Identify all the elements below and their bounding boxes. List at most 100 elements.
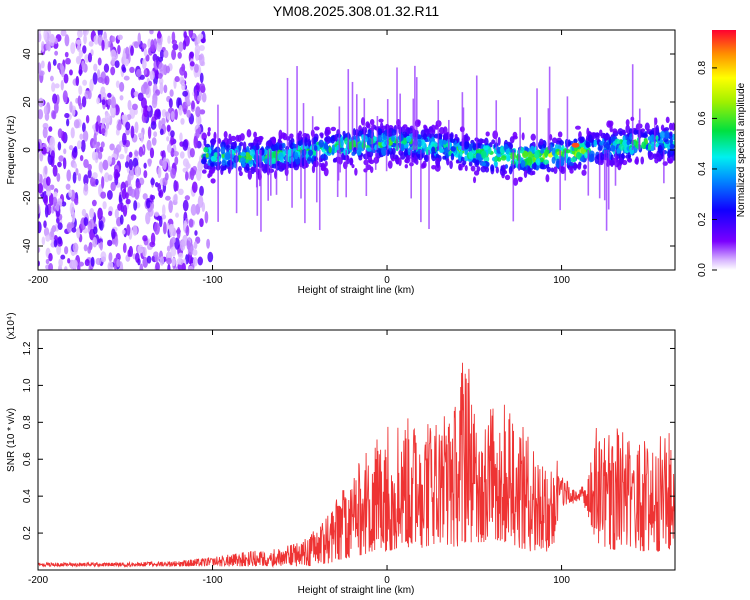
spectrogram-cell (591, 132, 598, 139)
spectrogram-cell (135, 181, 142, 189)
snr-y-multiplier: (x10⁴) (6, 312, 17, 339)
spectrogram-cell (90, 256, 95, 267)
spectrogram-cell (468, 151, 474, 160)
spectrogram-cell (199, 185, 204, 197)
spectrogram-cell (483, 145, 489, 151)
spectrogram-cell (75, 168, 79, 176)
spectrogram-cell (66, 223, 72, 229)
spectrogram-cell (431, 129, 436, 135)
spectrogram-cell (199, 53, 205, 67)
spectrogram-cell (189, 51, 195, 59)
spectrogram-cell (162, 157, 167, 171)
spectrogram-cell (68, 145, 74, 151)
spectrogram-cell (164, 172, 169, 181)
spectrogram-cell (534, 150, 540, 159)
spectrogram-cell (170, 135, 175, 146)
spectrogram-cell (480, 165, 487, 173)
spectrogram-cell (101, 99, 106, 106)
spectrogram-cell (392, 147, 396, 156)
spectrogram-cell (63, 73, 69, 84)
spectrogram-cell (111, 228, 116, 239)
spectrogram-cell (38, 62, 42, 74)
spectrogram-cell (313, 126, 320, 131)
spectrogram-cell (154, 254, 160, 263)
spectrogram-cell (204, 210, 209, 224)
spectrogram-cell (117, 203, 123, 211)
spectrogram-cell (504, 174, 511, 181)
spectrogram-cell (43, 220, 47, 228)
spectrogram-cell (83, 158, 89, 169)
spectrogram-cell (470, 165, 476, 172)
spectrogram-cell (278, 129, 283, 139)
spectrogram-cell (44, 165, 48, 175)
spectrogram-cell (318, 139, 325, 148)
spectrogram-cell (441, 140, 447, 145)
spectrogram-cell (176, 258, 182, 265)
spectrogram-cell (149, 147, 155, 159)
spectrogram-cell (78, 261, 85, 267)
spectrogram-cell (669, 143, 675, 149)
spectrogram-cell (70, 127, 75, 139)
spectrogram-cell (507, 154, 511, 162)
spectrogram-cell (45, 176, 51, 186)
spectrogram-x-tick-label: 100 (553, 275, 570, 286)
spectrogram-cell (173, 150, 179, 157)
spectrogram-cell (657, 144, 663, 154)
spectrogram-cell (108, 210, 113, 217)
spectrogram-cell (107, 92, 112, 98)
spectrogram-cell (174, 75, 180, 83)
spectrogram-cell (170, 130, 175, 138)
spectrogram-cell (100, 256, 107, 263)
spectrogram-cell (58, 258, 63, 268)
spectrogram-cell (156, 32, 162, 39)
spectrogram-cell (142, 246, 147, 258)
spectrogram-cell (70, 42, 76, 54)
spectrogram-cell (93, 63, 98, 72)
spectrogram-cell (96, 97, 100, 105)
spectrogram-cell (195, 168, 202, 181)
spectrogram-cell (378, 118, 384, 123)
spectrogram-cell (221, 159, 227, 166)
spectrogram-cell (78, 63, 83, 77)
spectrogram-cell (129, 167, 135, 181)
spectrogram-cell (348, 141, 353, 150)
spectrogram-cell (550, 167, 554, 173)
spectrogram-cell (174, 108, 178, 121)
spectrogram-cell (186, 163, 191, 169)
spectrogram-cell (64, 266, 68, 270)
spectrogram-cell (490, 164, 495, 172)
spectrogram-cell (193, 241, 198, 250)
spectrogram-cell (78, 50, 83, 58)
spectrogram-cell (153, 131, 158, 138)
spectrogram-cell (89, 218, 95, 230)
snr-y-tick-label: 0.8 (22, 415, 33, 429)
spectrogram-cell (121, 188, 127, 200)
spectrogram-cell (166, 251, 172, 258)
spectrogram-cell (182, 139, 189, 151)
spectrogram-cell (157, 73, 163, 79)
spectrogram-cell (173, 193, 178, 203)
spectrogram-marks (38, 30, 675, 270)
spectrogram-cell (92, 172, 98, 179)
spectrogram-cell (647, 136, 653, 141)
spectrogram-cell (655, 135, 659, 140)
spectrogram-cell (87, 163, 92, 171)
snr-y-label: SNR (10 * v/v) (6, 408, 17, 472)
spectrogram-cell (69, 69, 73, 76)
spectrogram-cell (57, 236, 62, 245)
spectrogram-cell (495, 166, 499, 174)
spectrogram-cell (80, 139, 86, 153)
spectrogram-cell (150, 120, 157, 130)
spectrogram-cell (391, 129, 397, 136)
colorbar-tick-label: 0.2 (697, 212, 708, 226)
spectrogram-cell (178, 188, 184, 196)
spectrogram-cell (497, 136, 501, 146)
spectrogram-cell (73, 119, 80, 129)
spectrogram-cell (194, 44, 201, 56)
spectrogram-cell (115, 80, 120, 89)
spectrogram-cell (98, 161, 103, 173)
spectrogram-cell (143, 170, 148, 179)
spectrogram-cell (165, 65, 171, 74)
spectrogram-cell (129, 66, 135, 73)
